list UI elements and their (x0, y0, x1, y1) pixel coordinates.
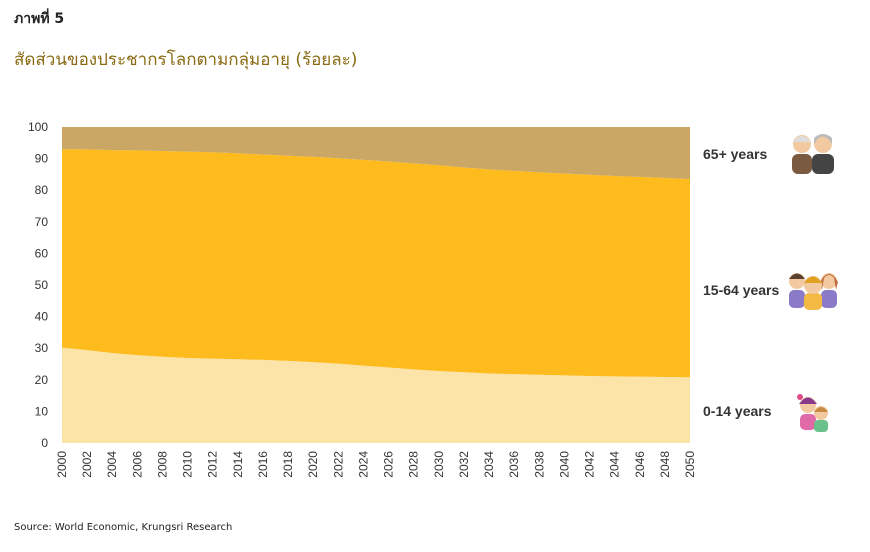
x-tick-label: 2000 (55, 451, 69, 478)
x-tick-label: 2030 (432, 451, 446, 478)
x-tick-label: 2022 (331, 451, 345, 478)
y-tick-label: 30 (35, 341, 49, 355)
y-tick-label: 20 (35, 373, 49, 387)
x-tick-label: 2020 (306, 451, 320, 478)
x-tick-label: 2034 (482, 451, 496, 478)
x-tick-label: 2004 (105, 451, 119, 478)
x-tick-label: 2050 (683, 451, 697, 478)
y-tick-label: 70 (35, 215, 49, 229)
x-tick-label: 2040 (557, 451, 571, 478)
x-tick-label: 2016 (256, 451, 270, 478)
x-tick-label: 2028 (407, 451, 421, 478)
x-tick-label: 2018 (281, 451, 295, 478)
x-tick-label: 2046 (633, 451, 647, 478)
x-tick-label: 2036 (507, 451, 521, 478)
y-tick-label: 80 (35, 183, 49, 197)
x-tick-label: 2024 (356, 451, 370, 478)
x-tick-label: 2012 (206, 451, 220, 478)
x-tick-label: 2006 (130, 451, 144, 478)
x-tick-label: 2026 (382, 451, 396, 478)
x-tick-label: 2038 (532, 451, 546, 478)
legend-label: 65+ years (703, 146, 767, 162)
figure-label: ภาพที่ 5 (14, 11, 65, 27)
x-tick-label: 2048 (658, 451, 672, 478)
x-tick-label: 2002 (80, 451, 94, 478)
x-tick-label: 2010 (181, 451, 195, 478)
adult-group-icon (789, 273, 838, 310)
elderly-couple-icon (792, 134, 834, 174)
source-note: Source: World Economic, Krungsri Researc… (14, 522, 233, 533)
y-tick-label: 60 (35, 246, 49, 260)
y-tick-label: 50 (35, 278, 49, 292)
x-tick-label: 2042 (583, 451, 597, 478)
y-tick-label: 0 (41, 436, 48, 450)
x-tick-label: 2044 (608, 451, 622, 478)
x-tick-label: 2032 (457, 451, 471, 478)
y-tick-label: 90 (35, 152, 49, 166)
legend-label: 15-64 years (703, 282, 780, 298)
area-series-1 (62, 149, 690, 378)
chart-title: สัดส่วนของประชากรโลกตามกลุ่มอายุ (ร้อยละ… (14, 50, 358, 70)
y-tick-label: 40 (35, 310, 49, 324)
legend-label: 0-14 years (703, 403, 772, 419)
x-tick-label: 2008 (155, 451, 169, 478)
area-series-2 (62, 127, 690, 180)
y-tick-label: 10 (35, 404, 49, 418)
y-tick-label: 100 (28, 120, 48, 134)
x-tick-label: 2014 (231, 451, 245, 478)
children-icon (797, 394, 828, 432)
area-series-0 (62, 347, 690, 443)
